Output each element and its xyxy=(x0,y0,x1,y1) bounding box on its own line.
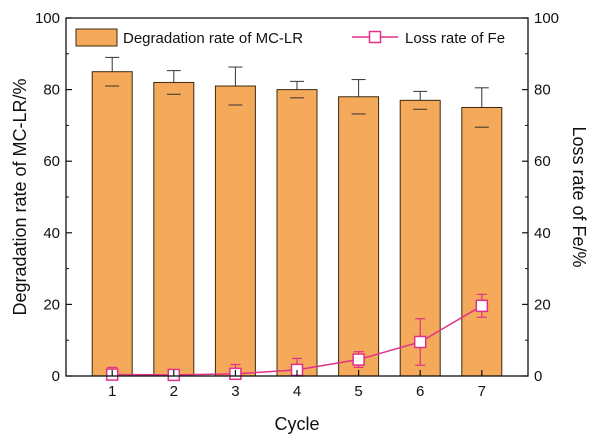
bar-cycle-7 xyxy=(461,107,503,377)
x-tick-label-6: 6 xyxy=(416,383,424,400)
x-tick-label-3: 3 xyxy=(231,383,239,400)
legend-label-degradation: Degradation rate of MC-LR xyxy=(123,30,303,47)
bar-cycle-1 xyxy=(91,71,133,377)
fe-point-cycle-7 xyxy=(475,299,489,313)
y-tick-label-60: 60 xyxy=(43,153,60,170)
bar-cycle-5 xyxy=(338,96,380,377)
x-tick-label-4: 4 xyxy=(293,383,301,400)
y-axis-title: Degradation rate of MC-LR/% xyxy=(10,78,30,315)
legend-label-fe: Loss rate of Fe xyxy=(405,30,505,47)
bar-error-bars xyxy=(105,56,489,128)
y2-tick-label-20: 20 xyxy=(534,296,551,313)
fe-point-cycle-6 xyxy=(413,335,427,349)
x-tick-label-1: 1 xyxy=(108,383,116,400)
y-tick-label-100: 100 xyxy=(35,10,60,27)
legend-marker-fe xyxy=(368,30,382,44)
x-tick-label-7: 7 xyxy=(478,383,486,400)
y-tick-label-80: 80 xyxy=(43,82,60,99)
x-tick-label-2: 2 xyxy=(170,383,178,400)
x-tick-label-5: 5 xyxy=(354,383,362,400)
y2-tick-label-100: 100 xyxy=(534,10,559,27)
ticks-layer: 0 20 40 60 80 100 0 20 40 60 80 100 1 2 3 4 5 6 7 xyxy=(35,10,559,400)
legend: Degradation rate of MC-LR Loss rate of F… xyxy=(75,28,505,47)
legend-swatch-degradation xyxy=(75,28,118,47)
fe-point-cycle-5 xyxy=(352,353,365,366)
y-tick-label-40: 40 xyxy=(43,225,60,242)
y2-tick-label-0: 0 xyxy=(534,368,542,385)
y-tick-label-20: 20 xyxy=(43,296,60,313)
bar-cycle-4 xyxy=(276,89,318,377)
y2-tick-label-80: 80 xyxy=(534,82,551,99)
bars-layer xyxy=(91,71,503,377)
y2-tick-label-40: 40 xyxy=(534,225,551,242)
bar-cycle-2 xyxy=(153,81,195,377)
bar-cycle-3 xyxy=(214,85,256,377)
x-axis-title: Cycle xyxy=(274,414,319,434)
y-tick-label-0: 0 xyxy=(52,368,60,385)
y2-axis-title: Loss rate of Fe/% xyxy=(569,126,589,267)
y2-tick-label-60: 60 xyxy=(534,153,551,170)
